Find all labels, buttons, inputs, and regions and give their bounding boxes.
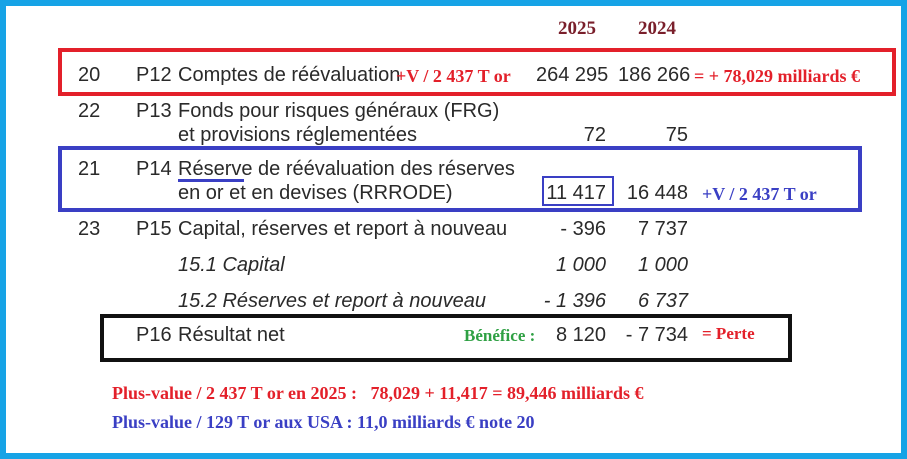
p16-perte-note: = Perte [702,324,755,343]
p15-2-value-2025: - 1 396 [543,290,606,312]
p12-value-2025: 264 295 [536,64,609,86]
p15-1-label: 15.1 Capital [178,254,285,276]
p15-value-2025: - 396 [560,218,606,240]
p14-value-2025: 11 417 [546,182,606,204]
header-year-2024: 2024 [638,18,676,39]
p14-value-2024: 16 448 [626,182,688,204]
p14-label-line2: en or et en devises (RRRODE) [178,182,453,204]
p15-2-value-2024: 6 737 [637,290,688,312]
p13-note: 22 [78,100,101,122]
footer-blue-note: Plus-value / 129 T or aux USA : 11,0 mil… [112,412,535,432]
p12-total-note: = + 78,029 milliards € [694,66,861,86]
p13-value-2024: 75 [665,124,688,146]
p12-code: P12 [136,64,172,86]
p14-plus-value-note: +V / 2 437 T or [702,184,817,204]
p14-value-highlight-box [542,176,614,206]
p15-value-2024: 7 737 [637,218,688,240]
footer-red-note: Plus-value / 2 437 T or en 2025 : 78,029… [112,383,644,403]
header-year-2025: 2025 [558,18,596,39]
p14-note: 21 [78,158,101,180]
p12-plus-value-note: +V / 2 437 T or [396,66,511,86]
p15-1-value-2024: 1 000 [637,254,688,276]
p12-label: Comptes de réévaluation [178,64,401,86]
p16-label: Résultat net [178,324,285,346]
p14-code: P14 [136,158,172,180]
p12-value-2024: 186 266 [618,64,691,86]
p15-1-value-2025: 1 000 [555,254,606,276]
p16-value-2025: 8 120 [555,324,606,346]
p12-highlight-box [58,48,896,96]
p15-code: P15 [136,218,172,240]
p16-benefice-note: Bénéfice : [464,326,536,345]
p13-value-2025: 72 [583,124,606,146]
p16-value-2024: - 7 734 [625,324,688,346]
p14-label-line1: Réserve de réévaluation des réserves [178,158,515,180]
p15-label: Capital, réserves et report à nouveau [178,218,508,240]
p13-label-line2: et provisions réglementées [178,124,418,146]
p14-underline-mark [178,179,244,182]
p13-code: P13 [136,100,172,122]
p16-code: P16 [136,324,172,346]
p16-highlight-box [100,314,792,362]
p12-note: 20 [78,64,101,86]
p14-highlight-box [58,146,862,212]
p15-note: 23 [78,218,101,240]
p15-2-label: 15.2 Réserves et report à nouveau [178,290,486,312]
p13-label-line1: Fonds pour risques généraux (FRG) [178,100,500,122]
